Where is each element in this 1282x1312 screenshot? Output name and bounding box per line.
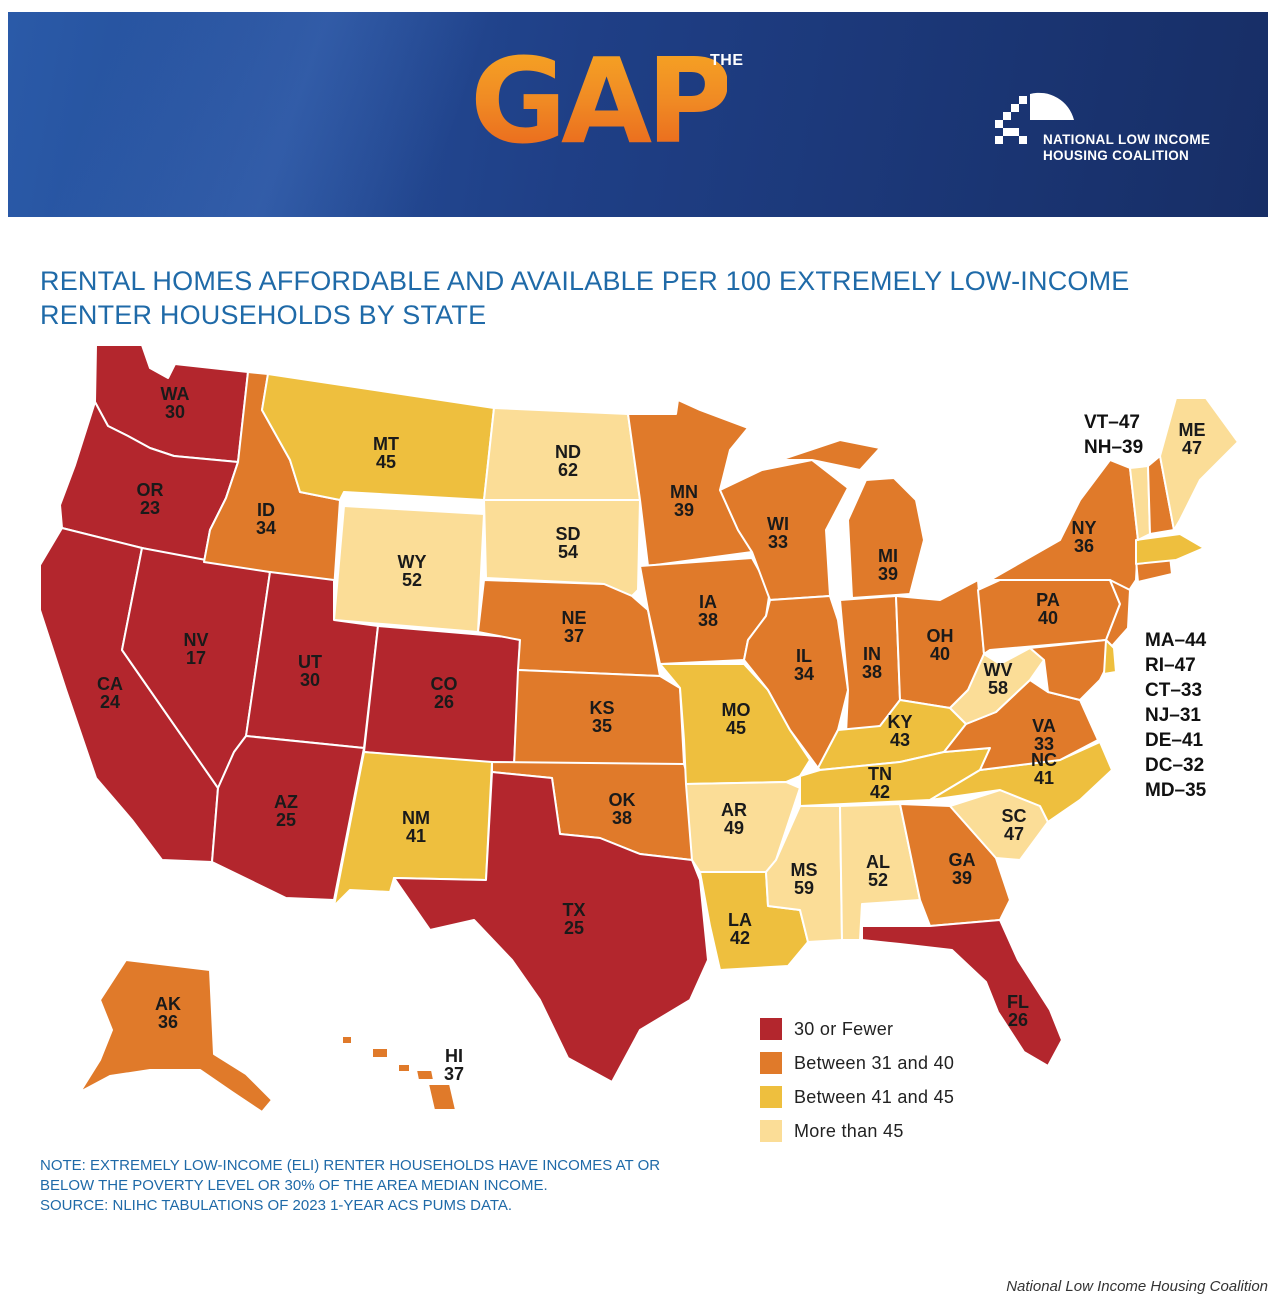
label-mo: MO 45 (722, 700, 751, 738)
label-hi: HI 37 (444, 1046, 464, 1084)
state-ak[interactable] (79, 959, 273, 1113)
label-tn: TN 42 (868, 764, 892, 802)
state-ms[interactable] (765, 805, 843, 943)
label-ks: KS 35 (589, 698, 614, 736)
nlihc-name-line2: HOUSING COALITION (1043, 148, 1190, 163)
label-ny: NY 36 (1071, 518, 1096, 556)
label-fl: FL 26 (1007, 992, 1029, 1030)
small-state-nh: NH–39 (1084, 437, 1144, 458)
map-title-line2: RENTER HOUSEHOLDS BY STATE (40, 300, 487, 330)
state-mi[interactable] (779, 439, 925, 599)
note-line1: NOTE: EXTREMELY LOW-INCOME (ELI) RENTER … (40, 1157, 661, 1174)
label-me: ME 47 (1179, 420, 1206, 458)
label-mn: MN 39 (670, 482, 698, 520)
label-co: CO 26 (431, 674, 458, 712)
label-id: ID 34 (256, 500, 276, 538)
label-il: IL 34 (794, 646, 814, 684)
label-oh: OH 40 (927, 626, 954, 664)
legend-swatch (760, 1086, 782, 1108)
label-ok: OK 38 (609, 790, 636, 828)
map-title: RENTAL HOMES AFFORDABLE AND AVAILABLE PE… (40, 264, 1220, 332)
nlihc-name: NATIONAL LOW INCOME HOUSING COALITION (1043, 132, 1210, 164)
label-ky: KY 43 (887, 712, 912, 750)
label-nm: NM 41 (402, 808, 430, 846)
legend-item: Between 31 and 40 (760, 1046, 954, 1080)
small-state-dc: DC–32 (1145, 755, 1205, 776)
gap-logo-the: THE (710, 52, 744, 69)
small-state-ma: MA–44 (1145, 630, 1207, 651)
label-nc: NC 41 (1031, 750, 1057, 788)
the-gap-logo: GAP (470, 40, 820, 190)
small-state-ri: RI–47 (1145, 655, 1196, 676)
label-ia: IA 38 (698, 592, 718, 630)
gap-logo-word: GAP (470, 32, 733, 170)
label-az: AZ 25 (274, 792, 298, 830)
small-state-ct: CT–33 (1145, 680, 1203, 701)
small-state-de: DE–41 (1145, 730, 1204, 751)
state-me[interactable] (1159, 397, 1239, 531)
label-sc: SC 47 (1001, 806, 1026, 844)
label-nd: ND 62 (555, 442, 581, 480)
state-az[interactable] (211, 735, 365, 901)
state-wi[interactable] (719, 459, 849, 601)
source-line: SOURCE: NLIHC TABULATIONS OF 2023 1-YEAR… (40, 1197, 513, 1214)
legend-item: Between 41 and 45 (760, 1080, 954, 1114)
state-labels: WA 30 OR 23 CA 24 NV 17 ID 34 MT 45 WY 52 UT 30 … (97, 384, 1206, 1084)
legend-item: More than 45 (760, 1114, 954, 1148)
label-ms: MS 59 (791, 860, 818, 898)
banner-streak (8, 12, 608, 217)
small-state-vt: VT–47 (1084, 412, 1140, 433)
label-sd: SD 54 (555, 524, 580, 562)
state-tx[interactable] (393, 771, 709, 1083)
label-tx: TX 25 (562, 900, 585, 938)
legend-swatch (760, 1052, 782, 1074)
label-ar: AR 49 (721, 800, 747, 838)
label-mi: MI 39 (878, 546, 898, 584)
nlihc-name-line1: NATIONAL LOW INCOME (1043, 132, 1211, 147)
state-il[interactable] (743, 595, 849, 769)
label-ak: AK 36 (155, 994, 181, 1032)
nlihc-logo-icon (995, 92, 1074, 144)
legend-swatch (760, 1120, 782, 1142)
label-la: LA 42 (728, 910, 752, 948)
label-in: IN 38 (862, 644, 882, 682)
legend-label: Between 41 and 45 (794, 1086, 955, 1107)
credit-line: National Low Income Housing Coalition (1006, 1278, 1268, 1295)
note-line2: BELOW THE POVERTY LEVEL OR 30% OF THE AR… (40, 1177, 548, 1194)
map-legend: 30 or Fewer Between 31 and 40 Between 41… (760, 1012, 954, 1148)
state-ma[interactable] (1135, 533, 1205, 565)
label-wv: WV 58 (984, 660, 1013, 698)
legend-item: 30 or Fewer (760, 1012, 954, 1046)
map-notes: NOTE: EXTREMELY LOW-INCOME (ELI) RENTER … (40, 1156, 660, 1216)
label-ne: NE 37 (561, 608, 586, 646)
small-state-md: MD–35 (1145, 780, 1207, 801)
label-wa: WA 30 (161, 384, 190, 422)
label-pa: PA 40 (1036, 590, 1060, 628)
label-va: VA 33 (1032, 716, 1056, 754)
state-fl[interactable] (861, 919, 1063, 1067)
label-al: AL 52 (866, 852, 890, 890)
small-state-nj: NJ–31 (1145, 705, 1201, 726)
label-wi: WI 33 (767, 514, 789, 552)
legend-label: Between 31 and 40 (794, 1052, 955, 1073)
label-ut: UT 30 (298, 652, 322, 690)
label-nv: NV 17 (183, 630, 208, 668)
legend-label: 30 or Fewer (794, 1018, 894, 1039)
label-mt: MT 45 (373, 434, 399, 472)
label-ca: CA 24 (97, 674, 123, 712)
map-title-line1: RENTAL HOMES AFFORDABLE AND AVAILABLE PE… (40, 266, 1130, 296)
small-states-top: VT–47 NH–39 (1084, 410, 1143, 460)
state-wv[interactable] (949, 647, 1045, 725)
legend-swatch (760, 1018, 782, 1040)
state-hi[interactable] (341, 1035, 457, 1111)
small-states-list: MA–44 RI–47 CT–33 NJ–31 DE–41 DC–32 MD–3… (1145, 628, 1206, 803)
label-or: OR 23 (137, 480, 164, 518)
label-ga: GA 39 (949, 850, 976, 888)
label-wy: WY 52 (398, 552, 427, 590)
state-mn[interactable] (627, 399, 753, 567)
state-de[interactable] (1103, 639, 1117, 675)
legend-label: More than 45 (794, 1120, 904, 1141)
